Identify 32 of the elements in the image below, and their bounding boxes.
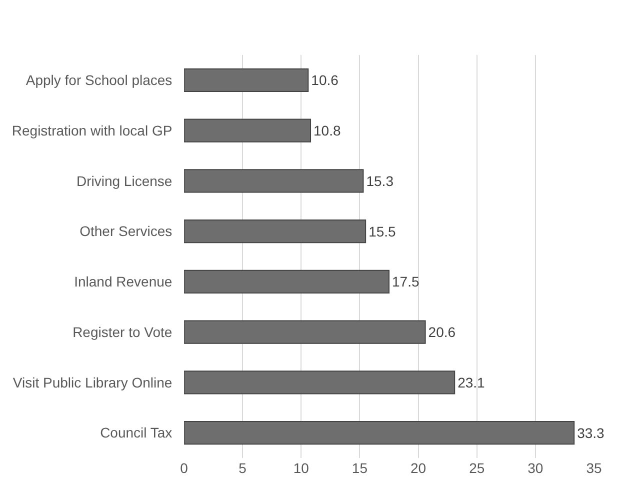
y-tick-label: Council Tax: [100, 424, 172, 441]
y-tick-label: Visit Public Library Online: [12, 374, 172, 390]
data-label: 17.5: [392, 274, 420, 290]
bar: [184, 118, 312, 142]
data-label: 33.3: [577, 424, 605, 441]
data-label: 20.6: [428, 324, 456, 340]
bar: [184, 370, 456, 394]
y-tick-label: Register to Vote: [72, 324, 172, 340]
x-tick-label: 30: [528, 460, 544, 476]
y-tick-label: Driving License: [76, 172, 172, 189]
y-tick-label: Apply for School places: [26, 72, 172, 88]
bar: [184, 320, 426, 344]
bar: [184, 270, 390, 294]
x-tick-label: 15: [352, 460, 368, 476]
bar: [184, 169, 364, 193]
bar: [184, 420, 575, 445]
x-tick-label: 5: [238, 460, 247, 476]
x-tick-label: 20: [410, 460, 426, 476]
data-label: 23.1: [458, 374, 486, 390]
bar: [184, 68, 309, 92]
x-tick-label: 10: [293, 460, 310, 476]
data-label: 15.5: [368, 223, 396, 240]
x-tick-label: 25: [469, 460, 485, 476]
y-tick-label: Other Services: [80, 223, 172, 240]
y-tick-label: Inland Revenue: [74, 274, 172, 290]
x-tick-label: 0: [180, 460, 188, 476]
x-tick-label: 35: [586, 460, 602, 476]
data-label: 10.8: [314, 122, 341, 139]
y-tick-label: Registration with local GP: [12, 122, 172, 138]
data-label: 15.3: [366, 172, 394, 189]
data-label: 10.6: [311, 72, 339, 88]
bar: [184, 219, 366, 244]
